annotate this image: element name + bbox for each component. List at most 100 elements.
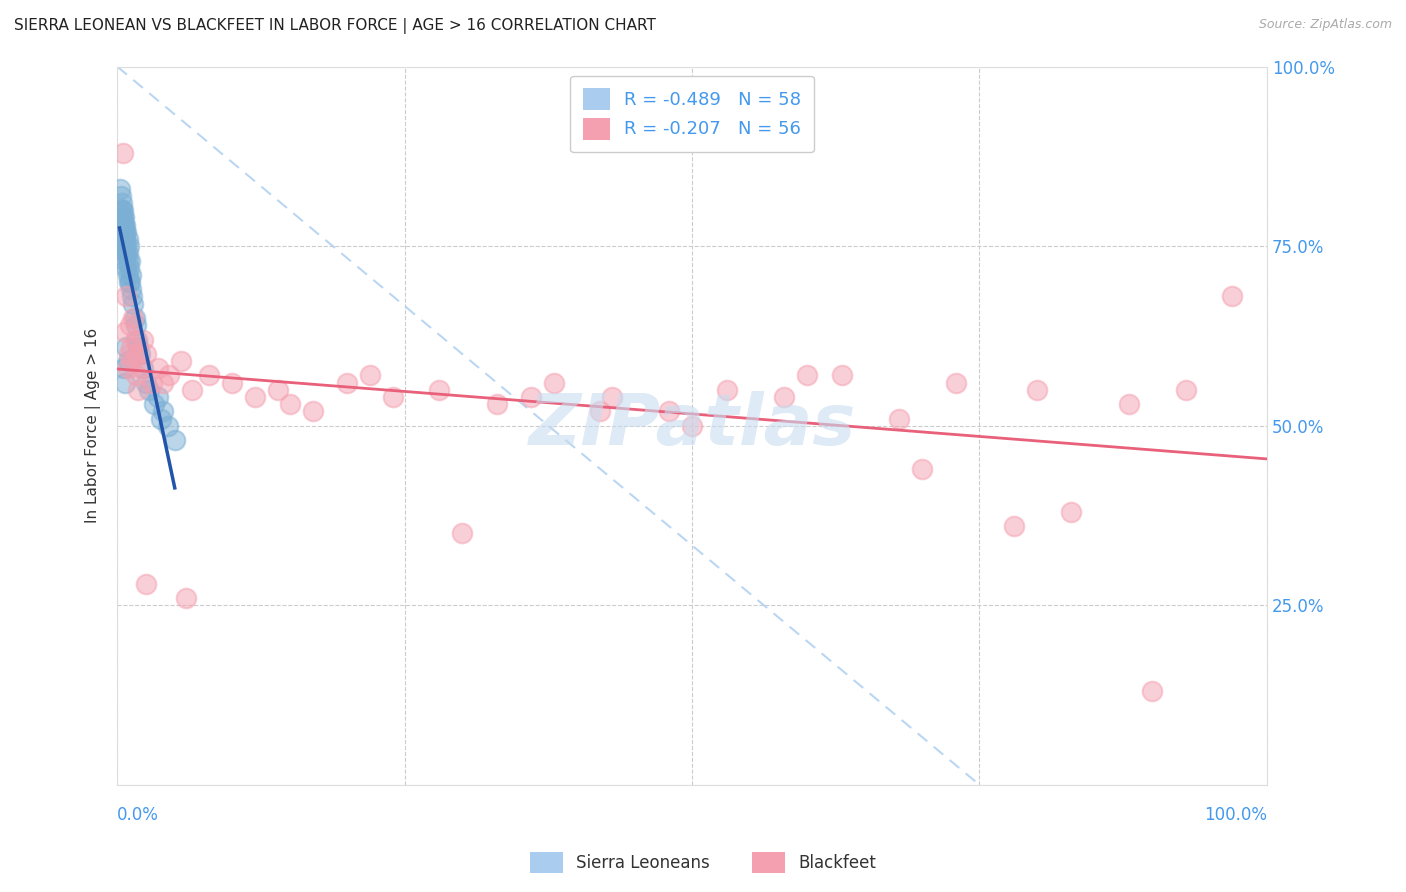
Y-axis label: In Labor Force | Age > 16: In Labor Force | Age > 16 bbox=[86, 328, 101, 524]
Point bbox=[112, 239, 135, 253]
Point bbox=[146, 390, 169, 404]
Point bbox=[543, 376, 565, 390]
Point bbox=[118, 239, 141, 253]
Point bbox=[301, 404, 323, 418]
Point bbox=[359, 368, 381, 383]
Point bbox=[1118, 397, 1140, 411]
Point bbox=[122, 310, 145, 325]
Point bbox=[110, 218, 132, 232]
Point bbox=[114, 232, 136, 246]
Point bbox=[135, 347, 157, 361]
Text: 0.0%: 0.0% bbox=[117, 806, 159, 824]
Point bbox=[111, 145, 134, 160]
Point bbox=[1222, 289, 1244, 303]
Point bbox=[169, 354, 191, 368]
Point bbox=[115, 246, 138, 260]
Point bbox=[141, 376, 163, 390]
Point bbox=[887, 411, 910, 425]
Point bbox=[111, 211, 134, 225]
Point bbox=[122, 296, 145, 310]
Point bbox=[127, 340, 149, 354]
Point bbox=[124, 368, 146, 383]
Point bbox=[773, 390, 796, 404]
Point bbox=[118, 347, 141, 361]
Point bbox=[114, 218, 136, 232]
Text: ZIPatlas: ZIPatlas bbox=[529, 392, 856, 460]
Point bbox=[382, 390, 405, 404]
Point bbox=[1140, 684, 1163, 698]
Point bbox=[115, 340, 138, 354]
Point bbox=[152, 404, 174, 418]
Point bbox=[267, 383, 290, 397]
Point bbox=[117, 268, 139, 282]
Point bbox=[1175, 383, 1198, 397]
Point bbox=[118, 275, 141, 289]
Point bbox=[589, 404, 612, 418]
Point bbox=[117, 232, 139, 246]
Point bbox=[114, 246, 136, 260]
Point bbox=[127, 383, 149, 397]
Point bbox=[111, 225, 134, 239]
Point bbox=[118, 318, 141, 333]
Point bbox=[114, 326, 136, 340]
Point bbox=[138, 383, 160, 397]
Point bbox=[112, 361, 135, 376]
Point bbox=[117, 354, 139, 368]
Point bbox=[124, 333, 146, 347]
Point bbox=[149, 411, 172, 425]
Point bbox=[114, 376, 136, 390]
Point bbox=[111, 203, 134, 218]
Point bbox=[152, 376, 174, 390]
Point bbox=[118, 275, 141, 289]
Point bbox=[115, 260, 138, 275]
Point bbox=[124, 318, 146, 333]
Point bbox=[110, 203, 132, 218]
Point bbox=[115, 239, 138, 253]
Point bbox=[112, 211, 135, 225]
Point bbox=[163, 433, 186, 447]
Point bbox=[115, 289, 138, 303]
Point bbox=[111, 225, 134, 239]
Point bbox=[117, 246, 139, 260]
Point bbox=[124, 310, 146, 325]
Point bbox=[198, 368, 221, 383]
Point bbox=[118, 253, 141, 268]
Point bbox=[108, 182, 131, 196]
Point bbox=[120, 282, 142, 296]
Point bbox=[117, 361, 139, 376]
Point bbox=[110, 189, 132, 203]
Point bbox=[146, 361, 169, 376]
Point bbox=[945, 376, 967, 390]
Point bbox=[112, 225, 135, 239]
Point bbox=[1002, 519, 1025, 533]
Point bbox=[121, 354, 143, 368]
Point bbox=[111, 203, 134, 218]
Point bbox=[681, 418, 703, 433]
Point bbox=[796, 368, 818, 383]
Point bbox=[114, 253, 136, 268]
Point bbox=[1060, 505, 1083, 519]
Point bbox=[143, 397, 166, 411]
Point bbox=[111, 218, 134, 232]
Point bbox=[117, 253, 139, 268]
Point bbox=[120, 268, 142, 282]
Point bbox=[114, 225, 136, 239]
Point bbox=[112, 218, 135, 232]
Point bbox=[181, 383, 204, 397]
Point bbox=[600, 390, 623, 404]
Point bbox=[129, 347, 152, 361]
Legend: Sierra Leoneans, Blackfeet: Sierra Leoneans, Blackfeet bbox=[523, 846, 883, 880]
Point bbox=[135, 376, 157, 390]
Point bbox=[111, 211, 134, 225]
Point bbox=[245, 390, 267, 404]
Point bbox=[125, 347, 148, 361]
Point bbox=[131, 361, 153, 376]
Point bbox=[111, 232, 134, 246]
Point bbox=[112, 232, 135, 246]
Point bbox=[221, 376, 243, 390]
Point bbox=[125, 333, 148, 347]
Point bbox=[120, 340, 142, 354]
Legend: R = -0.489   N = 58, R = -0.207   N = 56: R = -0.489 N = 58, R = -0.207 N = 56 bbox=[571, 76, 814, 153]
Point bbox=[121, 289, 143, 303]
Point bbox=[157, 368, 180, 383]
